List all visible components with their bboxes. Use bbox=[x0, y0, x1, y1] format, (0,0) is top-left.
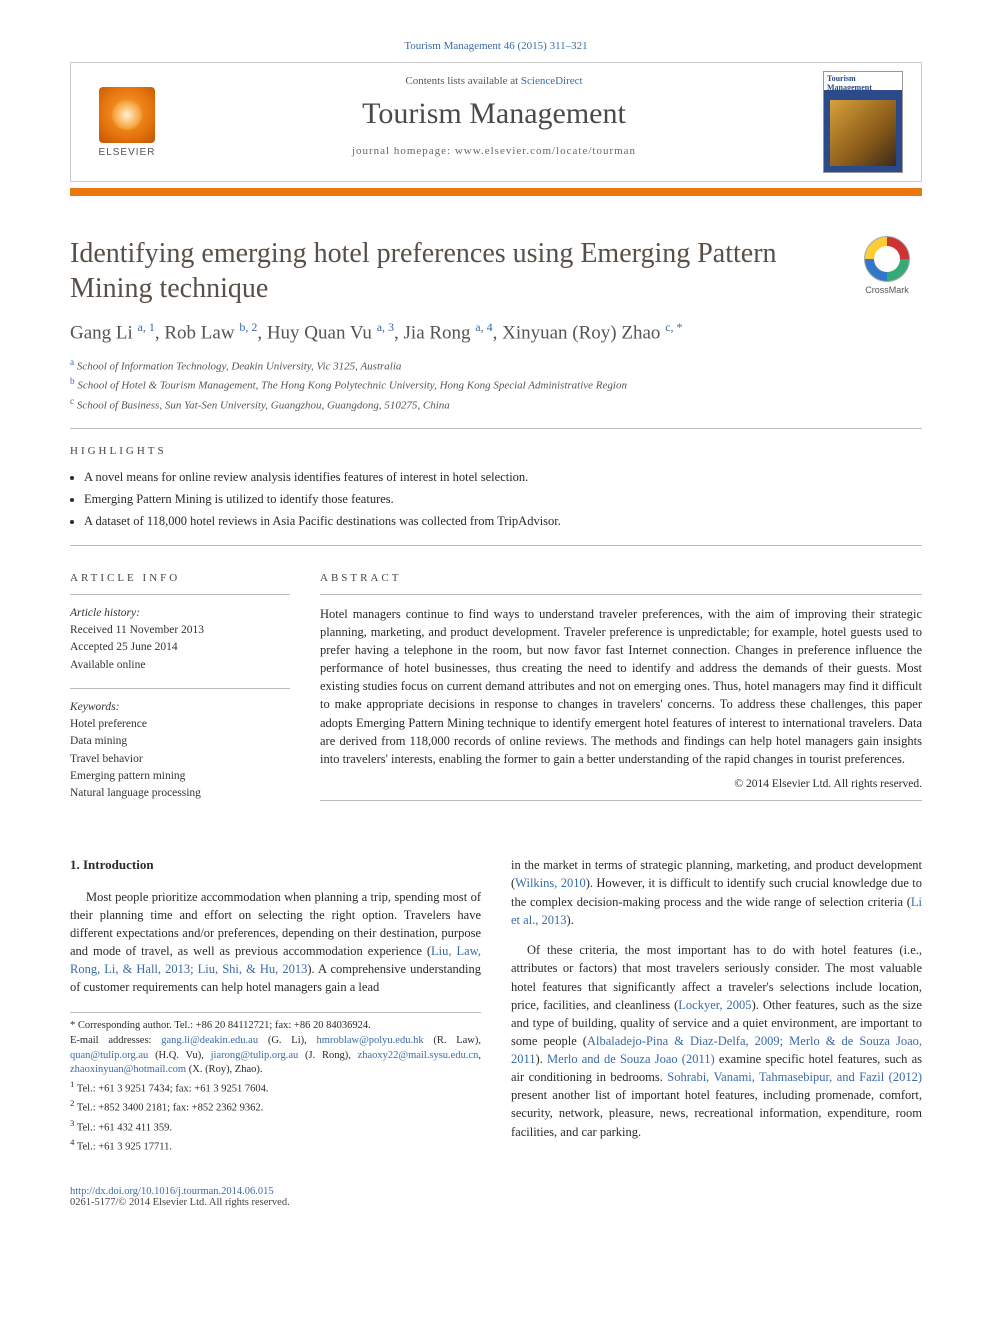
highlight-item: A dataset of 118,000 hotel reviews in As… bbox=[84, 511, 922, 531]
keyword-item: Emerging pattern mining bbox=[70, 768, 290, 785]
email-link[interactable]: hmroblaw@polyu.edu.hk bbox=[317, 1035, 424, 1046]
author-list: Gang Li a, 1, Rob Law b, 2, Huy Quan Vu … bbox=[70, 320, 922, 344]
body-text: present another list of important hotel … bbox=[511, 1088, 922, 1138]
intro-heading: 1. Introduction bbox=[70, 856, 481, 875]
footnote-text: Tel.: +852 3400 2181; fax: +852 2362 936… bbox=[77, 1103, 263, 1114]
history-label: Article history: bbox=[70, 605, 290, 622]
keyword-item: Travel behavior bbox=[70, 751, 290, 768]
divider bbox=[320, 594, 922, 595]
email-link[interactable]: zhaoxy22@mail.sysu.edu.cn bbox=[358, 1050, 479, 1061]
intro-paragraph-1b: in the market in terms of strategic plan… bbox=[511, 856, 922, 929]
citation-link[interactable]: Lockyer, 2005 bbox=[678, 998, 751, 1012]
highlight-item: Emerging Pattern Mining is utilized to i… bbox=[84, 489, 922, 509]
highlights-heading: highlights bbox=[70, 445, 922, 457]
footnote-tel-3: 3 Tel.: +61 432 411 359. bbox=[70, 1117, 481, 1136]
history-line: Accepted 25 June 2014 bbox=[70, 639, 290, 656]
citation-header: Tourism Management 46 (2015) 311–321 bbox=[70, 40, 922, 52]
footnote-tel-4: 4 Tel.: +61 3 925 17711. bbox=[70, 1136, 481, 1155]
journal-header: ELSEVIER Contents lists available at Sci… bbox=[70, 62, 922, 182]
keyword-item: Hotel preference bbox=[70, 716, 290, 733]
email-link[interactable]: zhaoxinyuan@hotmail.com bbox=[70, 1064, 186, 1075]
crossmark-label: CrossMark bbox=[865, 285, 909, 295]
intro-paragraph-1a: Most people prioritize accommodation whe… bbox=[70, 888, 481, 997]
journal-cover-thumbnail: Tourism Management bbox=[823, 71, 903, 173]
copyright-line: © 2014 Elsevier Ltd. All rights reserved… bbox=[320, 778, 922, 790]
divider bbox=[70, 688, 290, 689]
contents-prefix: Contents lists available at bbox=[405, 75, 520, 87]
crossmark-icon bbox=[864, 236, 910, 282]
highlights-list: A novel means for online review analysis… bbox=[70, 467, 922, 531]
footnote-text: Tel.: +61 3 925 17711. bbox=[77, 1141, 172, 1152]
body-text: ). bbox=[536, 1052, 547, 1066]
body-text: Most people prioritize accommodation whe… bbox=[70, 890, 481, 958]
doi-link[interactable]: http://dx.doi.org/10.1016/j.tourman.2014… bbox=[70, 1186, 274, 1197]
crossmark-badge[interactable]: CrossMark bbox=[852, 236, 922, 295]
citation-link[interactable]: Merlo and de Souza Joao (2011) bbox=[547, 1052, 715, 1066]
abstract-text: Hotel managers continue to find ways to … bbox=[320, 605, 922, 768]
cover-title: Tourism Management bbox=[827, 74, 902, 92]
highlight-item: A novel means for online review analysis… bbox=[84, 467, 922, 487]
email-link[interactable]: jiarong@tulip.org.au bbox=[211, 1050, 299, 1061]
footnote-tel-1: 1 Tel.: +61 3 9251 7434; fax: +61 3 9251… bbox=[70, 1078, 481, 1097]
homepage-url[interactable]: www.elsevier.com/locate/tourman bbox=[455, 145, 636, 157]
homepage-prefix: journal homepage: bbox=[352, 145, 455, 157]
keywords-label: Keywords: bbox=[70, 699, 290, 716]
divider bbox=[320, 800, 922, 801]
emails-label: E-mail addresses: bbox=[70, 1035, 161, 1046]
article-info-heading: article info bbox=[70, 572, 290, 584]
article-history: Article history: Received 11 November 20… bbox=[70, 605, 290, 674]
issn-copyright: 0261-5177/© 2014 Elsevier Ltd. All right… bbox=[70, 1197, 290, 1208]
citation-link[interactable]: Sohrabi, Vanami, Tahmasebipur, and Fazil… bbox=[667, 1070, 922, 1084]
cover-image-icon bbox=[830, 100, 896, 166]
sciencedirect-link[interactable]: ScienceDirect bbox=[521, 75, 583, 87]
body-text: ). bbox=[567, 913, 574, 927]
divider bbox=[70, 545, 922, 546]
abstract-heading: abstract bbox=[320, 572, 922, 584]
history-line: Received 11 November 2013 bbox=[70, 622, 290, 639]
page-footer: http://dx.doi.org/10.1016/j.tourman.2014… bbox=[70, 1186, 922, 1208]
footnote-text: Tel.: +61 432 411 359. bbox=[77, 1122, 172, 1133]
keyword-item: Natural language processing bbox=[70, 785, 290, 802]
keywords-block: Keywords: Hotel preferenceData miningTra… bbox=[70, 699, 290, 803]
footnote-text: Tel.: +61 3 9251 7434; fax: +61 3 9251 7… bbox=[77, 1084, 269, 1095]
article-title: Identifying emerging hotel preferences u… bbox=[70, 236, 852, 306]
journal-title: Tourism Management bbox=[191, 97, 797, 131]
affiliations: a School of Information Technology, Deak… bbox=[70, 356, 922, 413]
corresponding-author-note: * Corresponding author. Tel.: +86 20 841… bbox=[70, 1019, 481, 1034]
history-line: Available online bbox=[70, 657, 290, 674]
elsevier-tree-icon bbox=[99, 87, 155, 143]
divider bbox=[70, 594, 290, 595]
accent-bar bbox=[70, 188, 922, 196]
citation-link[interactable]: Wilkins, 2010 bbox=[515, 876, 586, 890]
contents-available-line: Contents lists available at ScienceDirec… bbox=[191, 75, 797, 87]
intro-paragraph-2: Of these criteria, the most important ha… bbox=[511, 941, 922, 1140]
publisher-block: ELSEVIER bbox=[71, 63, 183, 181]
email-link[interactable]: gang.li@deakin.edu.au bbox=[161, 1035, 258, 1046]
divider bbox=[70, 428, 922, 429]
publisher-name: ELSEVIER bbox=[99, 147, 156, 158]
footnotes: * Corresponding author. Tel.: +86 20 841… bbox=[70, 1012, 481, 1155]
email-link[interactable]: quan@tulip.org.au bbox=[70, 1050, 148, 1061]
keyword-item: Data mining bbox=[70, 733, 290, 750]
footnote-tel-2: 2 Tel.: +852 3400 2181; fax: +852 2362 9… bbox=[70, 1097, 481, 1116]
journal-homepage-line: journal homepage: www.elsevier.com/locat… bbox=[191, 145, 797, 157]
